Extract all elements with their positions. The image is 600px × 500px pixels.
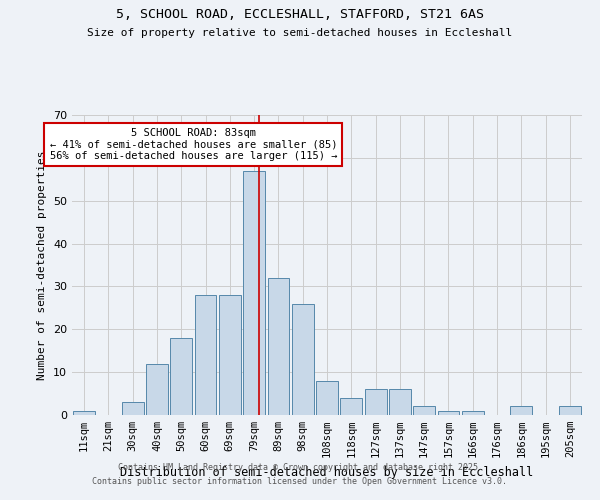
Bar [292, 304, 314, 415]
X-axis label: Distribution of semi-detached houses by size in Eccleshall: Distribution of semi-detached houses by … [121, 466, 533, 478]
Bar [389, 390, 411, 415]
Text: Contains HM Land Registry data © Crown copyright and database right 2025.: Contains HM Land Registry data © Crown c… [118, 462, 482, 471]
Text: 5, SCHOOL ROAD, ECCLESHALL, STAFFORD, ST21 6AS: 5, SCHOOL ROAD, ECCLESHALL, STAFFORD, ST… [116, 8, 484, 20]
Bar [559, 406, 581, 415]
Bar [170, 338, 192, 415]
Bar [243, 170, 265, 415]
Text: 5 SCHOOL ROAD: 83sqm
← 41% of semi-detached houses are smaller (85)
56% of semi-: 5 SCHOOL ROAD: 83sqm ← 41% of semi-detac… [50, 128, 337, 161]
Bar [73, 410, 95, 415]
Text: Size of property relative to semi-detached houses in Eccleshall: Size of property relative to semi-detach… [88, 28, 512, 38]
Bar [365, 390, 386, 415]
Bar [219, 295, 241, 415]
Bar [194, 295, 217, 415]
Bar [146, 364, 168, 415]
Y-axis label: Number of semi-detached properties: Number of semi-detached properties [37, 150, 47, 380]
Bar [511, 406, 532, 415]
Bar [268, 278, 289, 415]
Text: Contains public sector information licensed under the Open Government Licence v3: Contains public sector information licen… [92, 478, 508, 486]
Bar [340, 398, 362, 415]
Bar [122, 402, 143, 415]
Bar [413, 406, 435, 415]
Bar [316, 380, 338, 415]
Bar [462, 410, 484, 415]
Bar [437, 410, 460, 415]
